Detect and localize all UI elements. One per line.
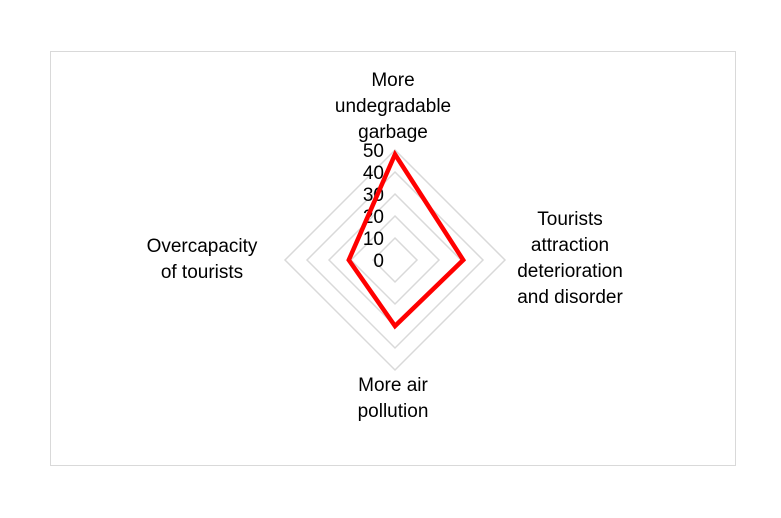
tick-label-40: 40 bbox=[363, 163, 384, 184]
axis-label-garbage: More undegradable garbage bbox=[334, 70, 452, 143]
grid-ring-50 bbox=[283, 148, 507, 372]
tick-label-50: 50 bbox=[363, 141, 384, 162]
axis-label-air-pollution: More air pollution bbox=[357, 375, 429, 422]
chart-frame bbox=[50, 51, 736, 466]
axis-label-overcapacity: Overcapacity of tourists bbox=[146, 236, 258, 283]
tick-label-10: 10 bbox=[363, 229, 384, 250]
series-line-0 bbox=[346, 149, 467, 330]
axis-label-attraction-deterioration: Tourists attraction deterioration and di… bbox=[517, 209, 623, 308]
grid-ring-10 bbox=[371, 236, 419, 284]
grid-ring-20 bbox=[349, 214, 441, 306]
tick-label-0: 0 bbox=[373, 251, 384, 272]
grid-ring-40 bbox=[305, 170, 485, 350]
